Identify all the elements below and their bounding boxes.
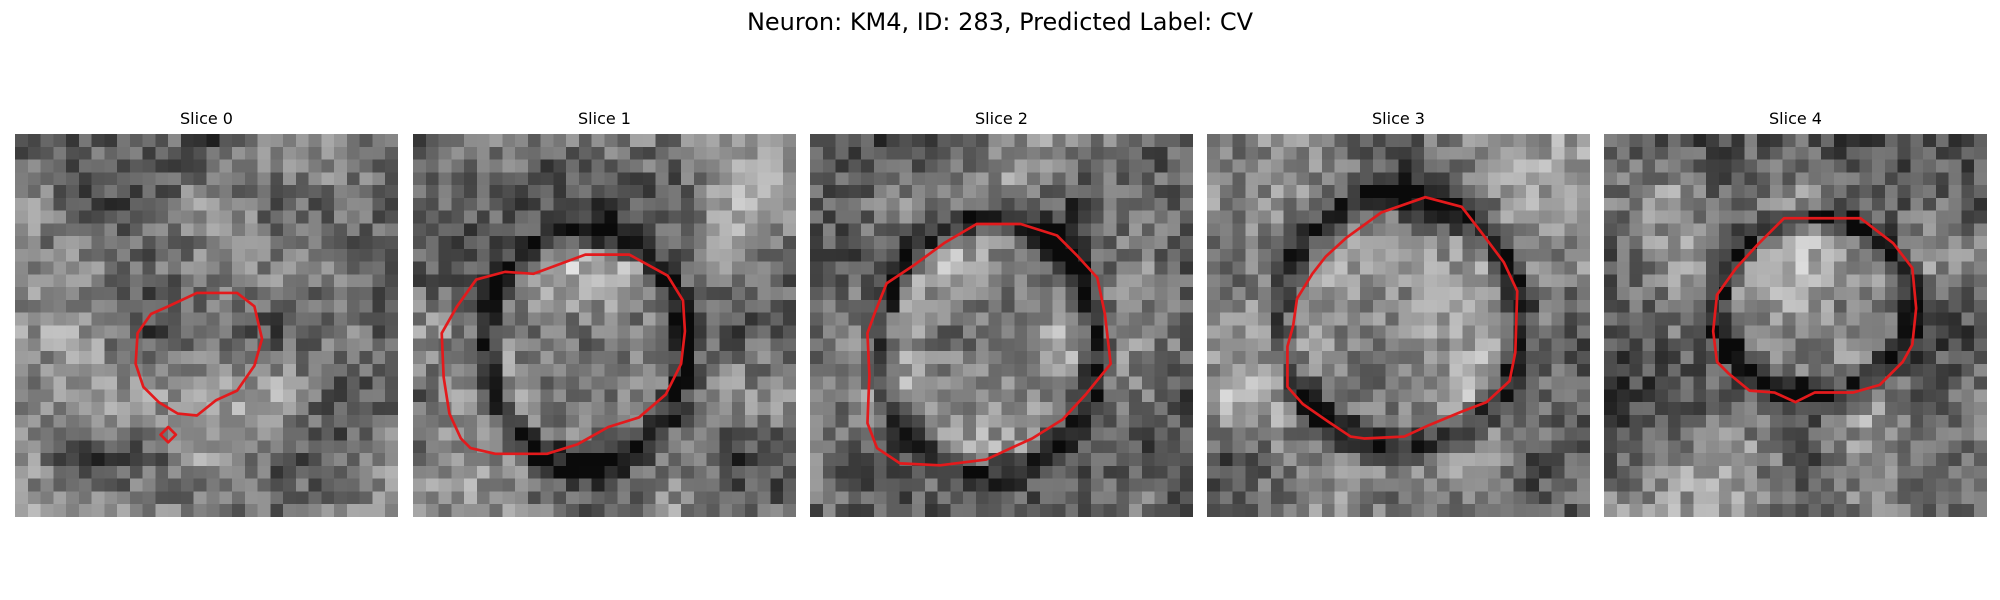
slice-panel-1: Slice 1 xyxy=(413,108,796,517)
grayscale-pixels xyxy=(810,134,1193,517)
slice-title-3: Slice 3 xyxy=(1372,109,1425,128)
slice-panel-3: Slice 3 xyxy=(1207,108,1590,517)
slice-image-3 xyxy=(1207,134,1590,517)
slice-title-2: Slice 2 xyxy=(975,109,1028,128)
slice-title-1: Slice 1 xyxy=(578,109,631,128)
red-contour-outline xyxy=(1711,216,1918,404)
red-contour-outline xyxy=(159,425,178,444)
red-contour-outline xyxy=(440,253,687,456)
slice-panel-0: Slice 0 xyxy=(15,108,398,517)
slice-image-4 xyxy=(1604,134,1987,517)
grayscale-pixels xyxy=(1207,134,1590,517)
red-contour-outline xyxy=(866,222,1112,467)
grayscale-pixels xyxy=(1604,134,1987,517)
figure-title: Neuron: KM4, ID: 283, Predicted Label: C… xyxy=(746,8,1254,36)
slice-image-2 xyxy=(810,134,1193,517)
slice-panel-4: Slice 4 xyxy=(1604,108,1987,517)
slice-title-4: Slice 4 xyxy=(1769,109,1822,128)
red-contour-outline xyxy=(1286,195,1519,440)
slice-image-0 xyxy=(15,134,398,517)
slice-title-0: Slice 0 xyxy=(180,109,233,128)
grayscale-pixels xyxy=(413,134,796,517)
slice-image-1 xyxy=(413,134,796,517)
slice-panel-2: Slice 2 xyxy=(810,108,1193,517)
red-contour-outline xyxy=(134,291,264,417)
grayscale-pixels xyxy=(15,134,398,517)
